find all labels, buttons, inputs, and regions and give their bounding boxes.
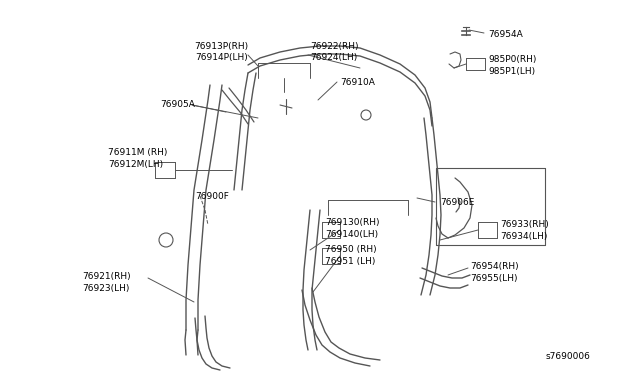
Text: s7690006: s7690006 (545, 352, 590, 361)
Text: 76900F: 76900F (195, 192, 229, 201)
Text: 76955(LH): 76955(LH) (470, 274, 518, 283)
Text: 76954(RH): 76954(RH) (470, 262, 518, 271)
Text: 76905A: 76905A (160, 100, 195, 109)
Text: 76924(LH): 76924(LH) (310, 53, 357, 62)
Text: 76954A: 76954A (488, 30, 523, 39)
Text: 76911M (RH): 76911M (RH) (108, 148, 168, 157)
Text: 76913P(RH): 76913P(RH) (194, 42, 248, 51)
Text: 985P0(RH): 985P0(RH) (488, 55, 536, 64)
Text: 76951 (LH): 76951 (LH) (325, 257, 376, 266)
Text: 76934(LH): 76934(LH) (500, 232, 547, 241)
Text: 76912M(LH): 76912M(LH) (108, 160, 163, 169)
Text: 76922(RH): 76922(RH) (310, 42, 358, 51)
Text: 769140(LH): 769140(LH) (325, 230, 378, 239)
Text: 76923(LH): 76923(LH) (82, 284, 129, 293)
Text: 76914P(LH): 76914P(LH) (195, 53, 248, 62)
Text: 76933(RH): 76933(RH) (500, 220, 548, 229)
Text: 76950 (RH): 76950 (RH) (325, 245, 376, 254)
Text: 76921(RH): 76921(RH) (82, 272, 131, 281)
Text: 76906E: 76906E (440, 198, 474, 207)
Text: 76910A: 76910A (340, 78, 375, 87)
Text: 769130(RH): 769130(RH) (325, 218, 380, 227)
Text: 985P1(LH): 985P1(LH) (488, 67, 535, 76)
